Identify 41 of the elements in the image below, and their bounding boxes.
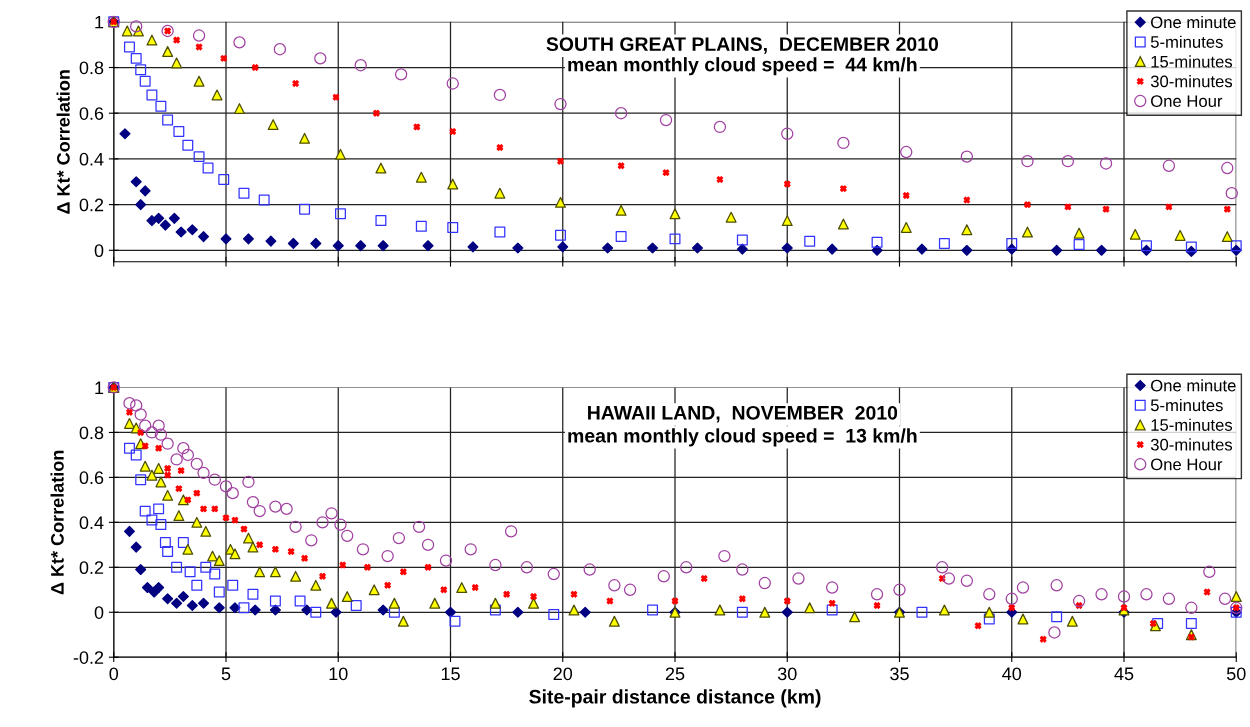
y-axis-title: Δ Kt* Correlation: [50, 450, 64, 595]
x-tick-label: 30: [777, 667, 797, 681]
legend-label: One minute: [1151, 379, 1236, 392]
y-tick-label: 0: [94, 606, 104, 619]
y-tick-label: 1: [95, 15, 104, 29]
x-tick-label: 5: [221, 667, 231, 681]
y-tick-label: 0.4: [79, 152, 104, 166]
x-tick-label: 0: [109, 667, 119, 681]
legend-label: 30-minutes: [1150, 75, 1233, 88]
x-tick-label: 40: [1002, 667, 1022, 681]
x-tick-label: 15: [441, 667, 460, 681]
legend-label: 15-minutes: [1151, 418, 1233, 431]
x-tick-label: 35: [890, 667, 909, 681]
x-tick-label: 50: [1226, 667, 1246, 681]
legend-label: 5-minutes: [1150, 398, 1223, 412]
y-axis-title: Δ Kt* Correlation: [56, 70, 70, 214]
x-tick-label: 20: [553, 667, 573, 681]
annotation: mean monthly cloud speed = 13 km/h: [568, 428, 917, 447]
legend-label: 15-minutes: [1151, 55, 1233, 68]
y-tick-label: 0.8: [79, 61, 104, 75]
y-tick-label: 1: [95, 381, 104, 395]
legend-label: One Hour: [1151, 458, 1223, 471]
legend-label: 5-minutes: [1150, 35, 1223, 48]
legend-label: One Hour: [1151, 95, 1223, 108]
x-tick-label: 25: [665, 667, 685, 681]
annotation: HAWAII LAND, NOVEMBER 2010: [588, 405, 898, 423]
x-tick-label: 10: [329, 667, 348, 681]
legend-label: One minute: [1151, 15, 1236, 29]
y-tick-label: 0.8: [79, 426, 104, 440]
y-tick-label: 0.6: [79, 471, 104, 485]
y-tick-label: 0.6: [79, 107, 104, 120]
y-tick-label: 0.2: [79, 198, 104, 212]
x-tick-label: 45: [1114, 667, 1134, 681]
legend-label: 30-minutes: [1150, 438, 1233, 451]
annotation: mean monthly cloud speed = 44 km/h: [568, 57, 917, 76]
y-tick-label: 0.2: [79, 561, 104, 575]
x-axis-title: Site-pair distance distance (km): [529, 689, 821, 708]
y-tick-label: 0: [94, 244, 104, 258]
y-tick-label: 0.4: [79, 516, 104, 530]
annotation: SOUTH GREAT PLAINS, DECEMBER 2010: [546, 37, 939, 54]
y-tick-label: -0.2: [73, 651, 104, 664]
